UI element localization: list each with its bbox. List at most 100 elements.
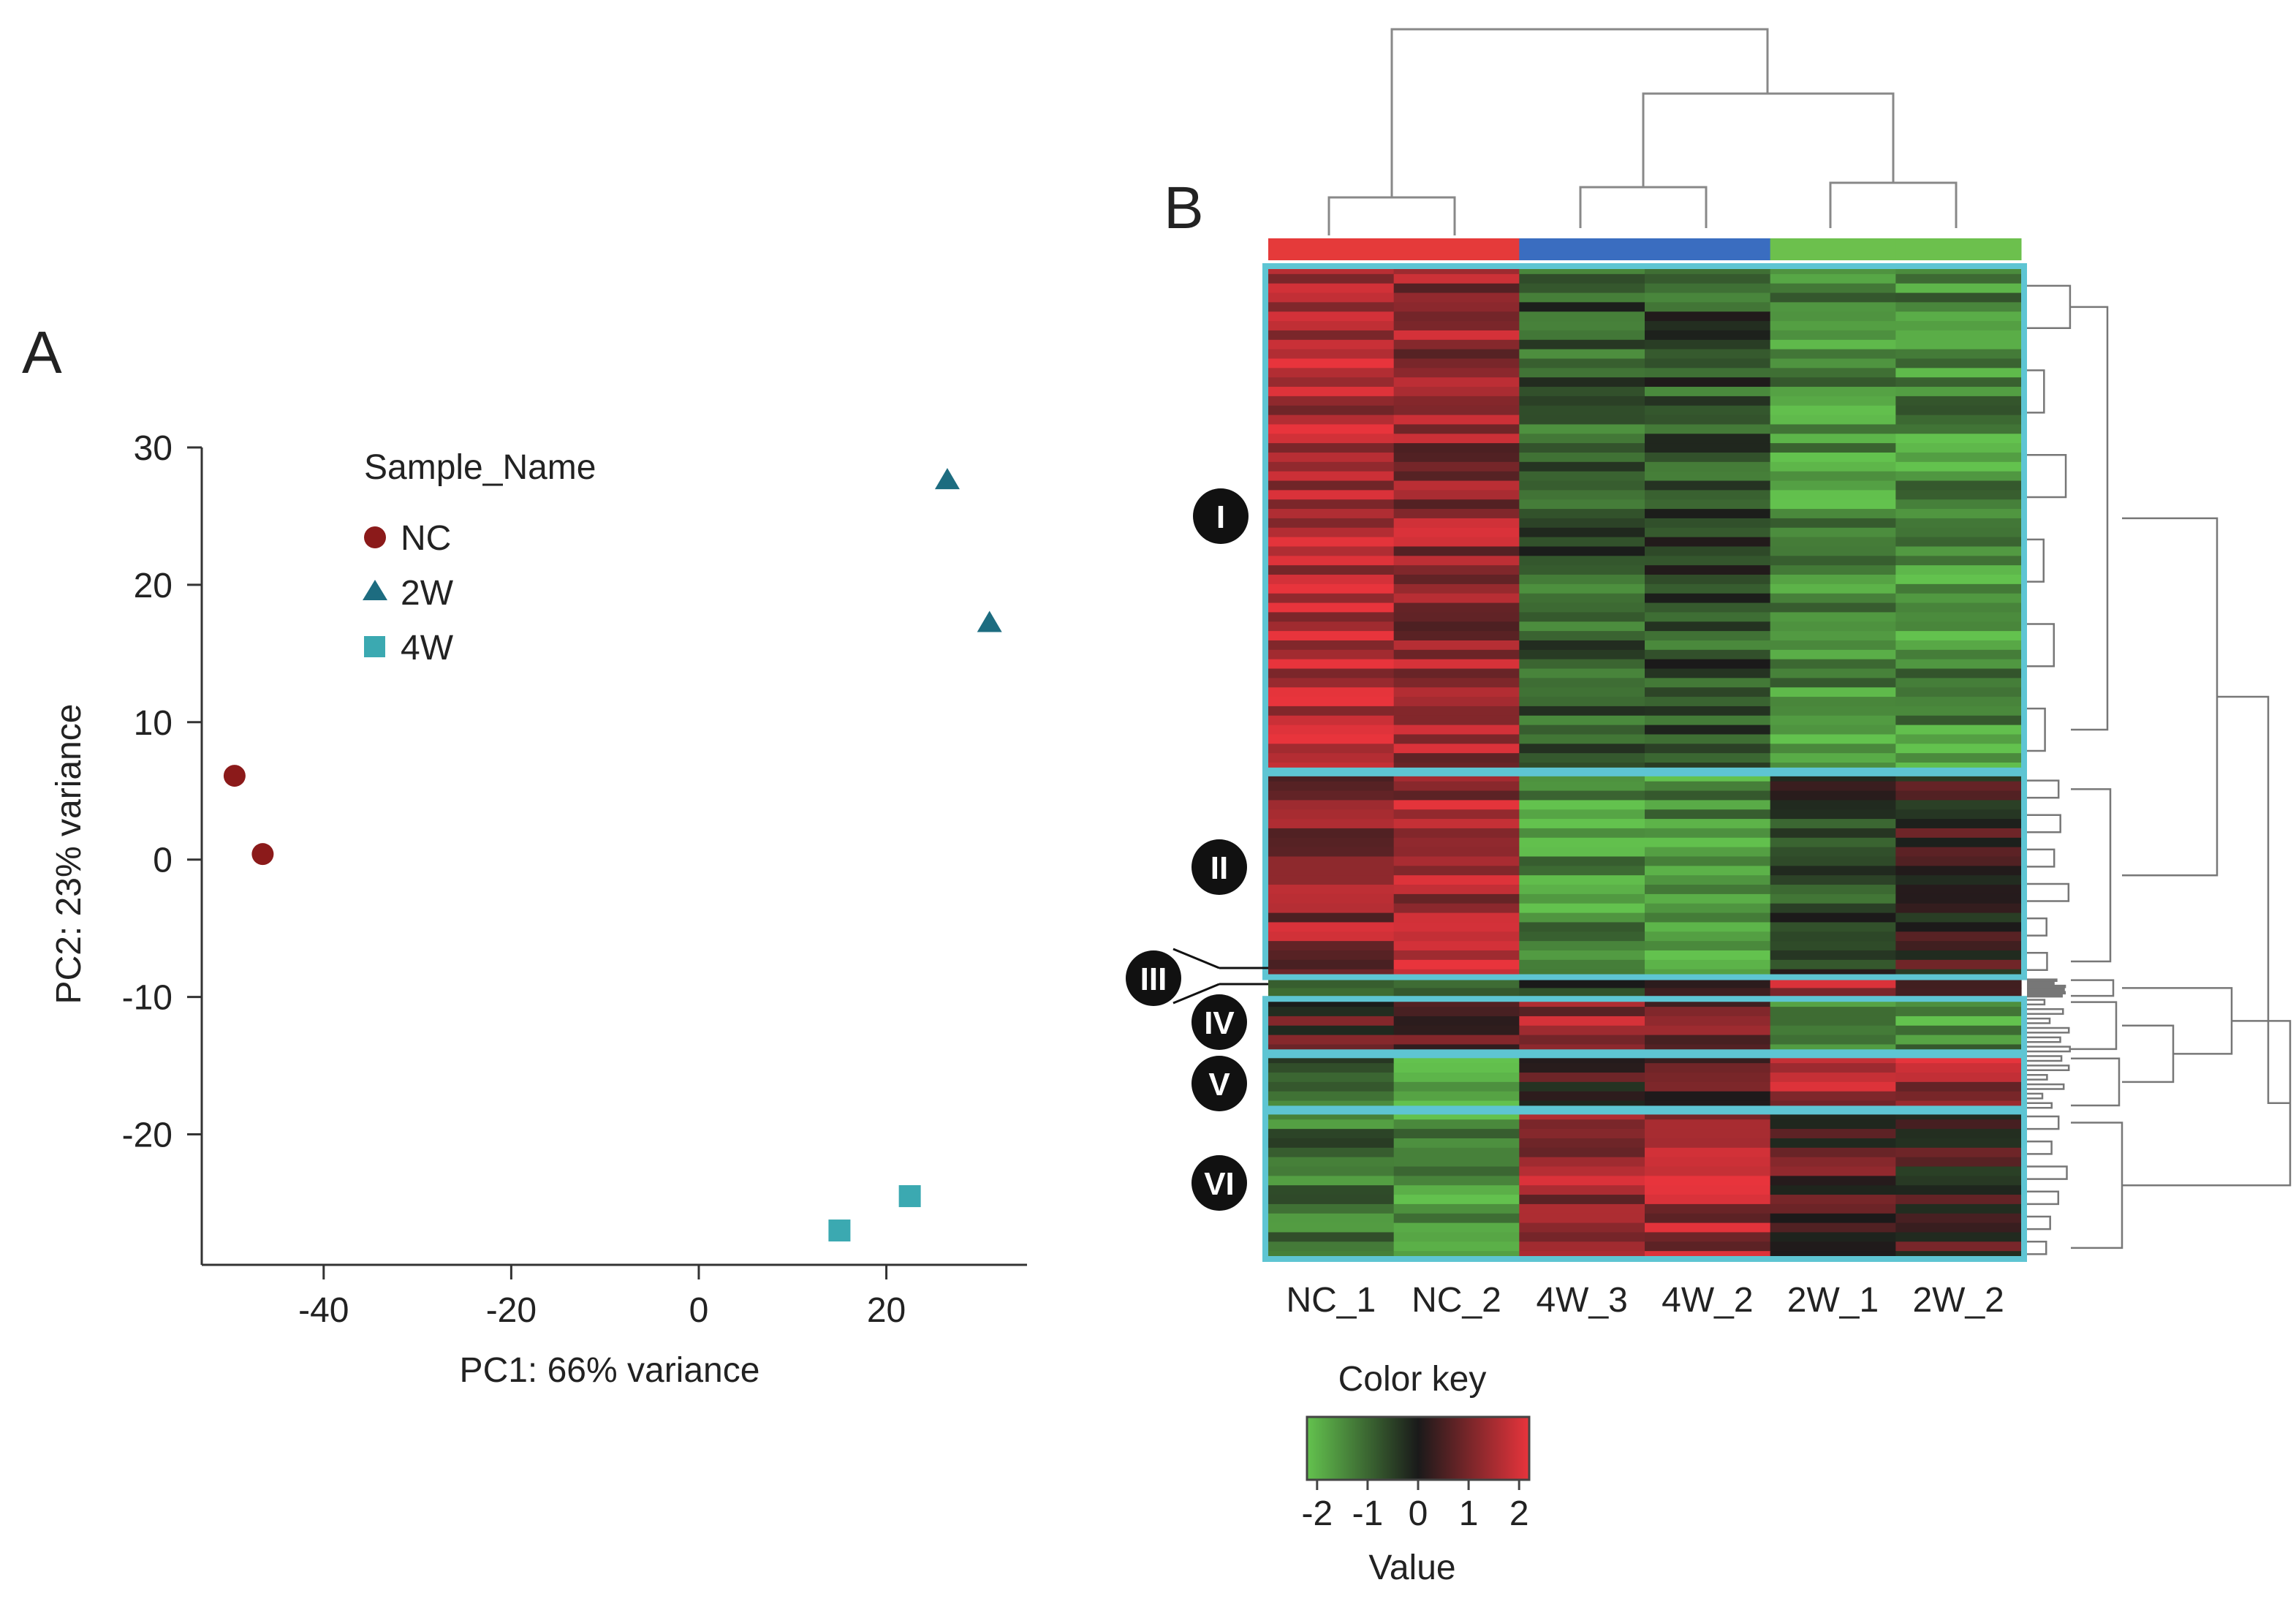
heatmap-cell [1519, 1007, 1645, 1017]
heatmap-cell [1268, 931, 1395, 942]
heatmap-cell [1645, 292, 1771, 303]
heatmap-cell [1393, 1232, 1520, 1242]
heatmap-cell [1268, 321, 1395, 331]
heatmap-cell [1268, 405, 1395, 416]
heatmap-cell [1268, 349, 1395, 360]
heatmap-cell [1770, 273, 1896, 284]
svg-text:I: I [1216, 499, 1225, 535]
heatmap-cell [1519, 546, 1645, 556]
heatmap-cell [1519, 912, 1645, 923]
heatmap-cell [1895, 668, 2022, 678]
heatmap-cell [1895, 602, 2022, 613]
heatmap-cell [1770, 490, 1896, 500]
heatmap-cell [1519, 583, 1645, 594]
heatmap-cell [1770, 1091, 1896, 1102]
heatmap-cell [1268, 273, 1395, 284]
heatmap-cell [1770, 885, 1896, 895]
heatmap-cell [1895, 988, 2022, 998]
heatmap-cell [1519, 1157, 1645, 1168]
heatmap-cell [1770, 1035, 1896, 1046]
heatmap-cell [1895, 978, 2022, 988]
heatmap-cell [1393, 903, 1520, 914]
heatmap-cell [1770, 959, 1896, 970]
heatmap-cell [1645, 837, 1771, 848]
heatmap-cell [1268, 396, 1395, 407]
heatmap-cell [1645, 434, 1771, 444]
heatmap-cell [1268, 1129, 1395, 1139]
heatmap-cell [1645, 537, 1771, 548]
heatmap-cell [1393, 781, 1520, 792]
heatmap-cell [1393, 621, 1520, 632]
heatmap-cell [1519, 575, 1645, 585]
heatmap-cell [1393, 518, 1520, 529]
heatmap-cell [1519, 1073, 1645, 1083]
heatmap-cell [1268, 602, 1395, 613]
heatmap-cell [1645, 875, 1771, 885]
heatmap-cell [1770, 725, 1896, 736]
heatmap-cell [1519, 1166, 1645, 1176]
heatmap-cell [1895, 715, 2022, 726]
heatmap-cell [1268, 302, 1395, 312]
heatmap-cell [1393, 640, 1520, 651]
heatmap-cell [1393, 1157, 1520, 1168]
heatmap-cell [1770, 1241, 1896, 1252]
heatmap-cell [1645, 856, 1771, 866]
heatmap-cell [1393, 734, 1520, 744]
heatmap-cell [1770, 828, 1896, 839]
heatmap-cell [1895, 490, 2022, 500]
heatmap-cell [1393, 396, 1520, 407]
heatmap-cell [1895, 875, 2022, 885]
heatmap-cell [1645, 302, 1771, 312]
heatmap-cell [1519, 1232, 1645, 1242]
heatmap-cell [1268, 715, 1395, 726]
heatmap-cell [1519, 800, 1645, 810]
heatmap-cell [1645, 1035, 1771, 1046]
column-group-bar [1268, 238, 1395, 260]
heatmap-cell [1393, 302, 1520, 312]
column-dendrogram [1327, 28, 1958, 235]
heatmap-cell [1519, 593, 1645, 604]
heatmap-cell [1393, 321, 1520, 331]
heatmap-cell [1770, 565, 1896, 575]
heatmap-cell [1645, 885, 1771, 895]
heatmap-cell [1268, 1073, 1395, 1083]
heatmap-cell [1770, 377, 1896, 387]
heatmap-cell [1645, 602, 1771, 613]
heatmap-cell [1393, 941, 1520, 951]
heatmap-cell [1645, 790, 1771, 801]
heatmap-cell [1393, 885, 1520, 895]
heatmap-cell [1895, 856, 2022, 866]
heatmap-cell [1770, 1129, 1896, 1139]
heatmap-cell [1645, 950, 1771, 961]
heatmap-cell [1393, 912, 1520, 923]
heatmap-cell [1645, 753, 1771, 763]
heatmap-cell [1268, 631, 1395, 641]
heatmap-cell [1519, 443, 1645, 453]
heatmap-cell [1268, 480, 1395, 491]
heatmap-cell [1645, 1129, 1771, 1139]
row-dendrogram-branch [2071, 788, 2112, 963]
heatmap-cell [1519, 612, 1645, 622]
heatmap-cell [1895, 734, 2022, 744]
heatmap-cell [1770, 1232, 1896, 1242]
svg-text:VI: VI [1204, 1166, 1235, 1202]
heatmap-cell [1268, 387, 1395, 397]
heatmap-cell [1268, 452, 1395, 463]
heatmap-cell [1770, 1166, 1896, 1176]
heatmap-cell [1895, 837, 2022, 848]
row-dendrogram-leaf [2027, 1065, 2070, 1072]
heatmap-cell [1895, 828, 2022, 839]
heatmap-cell [1895, 687, 2022, 697]
row-dendrogram-leaf [2027, 917, 2047, 937]
heatmap-cell [1393, 687, 1520, 697]
pca-point-nc [251, 843, 274, 866]
heatmap-cell [1519, 893, 1645, 904]
heatmap-cell [1268, 950, 1395, 961]
heatmap-cell [1519, 753, 1645, 763]
heatmap-cell [1770, 471, 1896, 482]
heatmap-cell [1519, 490, 1645, 500]
heatmap-cell [1268, 1025, 1395, 1036]
heatmap-cell [1770, 1119, 1896, 1130]
heatmap-cell [1268, 1147, 1395, 1158]
heatmap-cell [1770, 368, 1896, 378]
